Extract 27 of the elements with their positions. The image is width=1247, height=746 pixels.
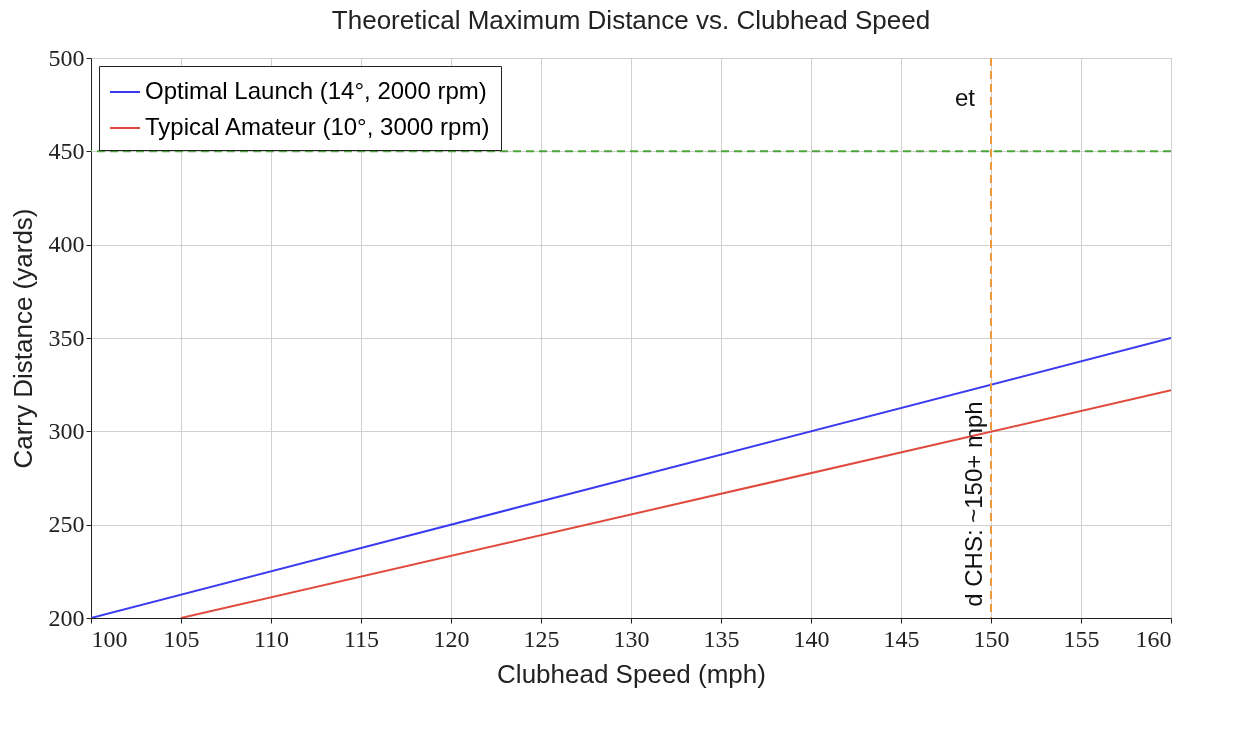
- x-tick-label: 150: [973, 625, 1010, 652]
- y-tick-label: 300: [48, 417, 85, 444]
- y-tick-label: 500: [48, 44, 85, 71]
- x-tick-label: 135: [703, 625, 740, 652]
- x-tick-label: 115: [343, 625, 380, 652]
- x-tick-label: 100: [91, 625, 128, 652]
- legend-label: Optimal Launch (14°, 2000 rpm): [145, 77, 487, 104]
- legend-label: Typical Amateur (10°, 3000 rpm): [145, 113, 490, 140]
- x-tick-label: 160: [1135, 625, 1172, 652]
- ref-line-label: et: [955, 84, 976, 112]
- x-tick-label: 110: [253, 625, 290, 652]
- y-axis-title: Carry Distance (yards): [7, 208, 38, 469]
- x-tick-label: 120: [433, 625, 470, 652]
- y-tick-label: 350: [48, 324, 85, 351]
- y-tick-label: 250: [48, 511, 85, 538]
- ref-line-label: d CHS: ~150+ mph: [960, 401, 987, 607]
- x-axis-title: Clubhead Speed (mph): [497, 658, 766, 689]
- y-tick-label: 200: [48, 604, 85, 631]
- x-tick-label: 105: [163, 625, 200, 652]
- x-tick-label: 130: [613, 625, 650, 652]
- x-tick-label: 145: [883, 625, 920, 652]
- x-tick-label: 155: [1063, 625, 1100, 652]
- y-tick-label: 450: [48, 137, 85, 164]
- chart-title: Theoretical Maximum Distance vs. Clubhead Speed: [331, 5, 931, 35]
- x-tick-label: 140: [793, 625, 830, 652]
- x-tick-label: 125: [523, 625, 560, 652]
- y-tick-label: 400: [48, 231, 85, 258]
